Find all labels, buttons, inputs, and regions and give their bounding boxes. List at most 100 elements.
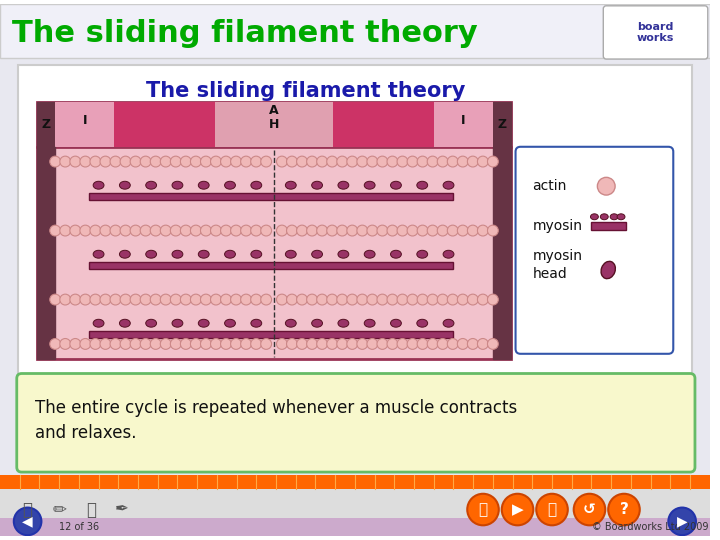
Circle shape (261, 339, 271, 349)
Circle shape (337, 294, 348, 305)
Circle shape (467, 294, 478, 305)
Circle shape (240, 156, 251, 167)
Circle shape (110, 294, 121, 305)
Text: The sliding filament theory: The sliding filament theory (12, 19, 477, 48)
Circle shape (487, 225, 498, 236)
FancyBboxPatch shape (17, 374, 695, 472)
Text: ?: ? (619, 502, 629, 517)
Circle shape (427, 225, 438, 236)
FancyBboxPatch shape (0, 518, 710, 536)
Circle shape (287, 294, 297, 305)
Circle shape (230, 156, 241, 167)
Circle shape (427, 156, 438, 167)
Circle shape (287, 225, 297, 236)
Ellipse shape (312, 181, 323, 189)
Circle shape (90, 156, 101, 167)
Circle shape (210, 294, 221, 305)
Circle shape (367, 225, 378, 236)
Ellipse shape (610, 214, 618, 220)
Circle shape (437, 339, 448, 349)
Circle shape (437, 156, 448, 167)
Circle shape (150, 225, 161, 236)
Circle shape (161, 339, 171, 349)
Circle shape (150, 339, 161, 349)
Circle shape (110, 156, 121, 167)
Circle shape (230, 339, 241, 349)
Text: 〜: 〜 (86, 501, 96, 518)
Ellipse shape (172, 319, 183, 327)
Circle shape (397, 339, 408, 349)
FancyBboxPatch shape (89, 193, 454, 199)
Circle shape (261, 225, 271, 236)
Circle shape (337, 225, 348, 236)
Circle shape (70, 156, 81, 167)
Circle shape (110, 225, 121, 236)
Circle shape (387, 339, 398, 349)
Circle shape (407, 156, 418, 167)
FancyBboxPatch shape (37, 103, 55, 147)
Ellipse shape (338, 250, 348, 258)
Circle shape (80, 294, 91, 305)
Circle shape (357, 339, 368, 349)
Circle shape (347, 294, 358, 305)
Ellipse shape (93, 181, 104, 189)
Ellipse shape (225, 181, 235, 189)
Circle shape (220, 294, 231, 305)
Ellipse shape (617, 214, 625, 220)
Circle shape (240, 225, 251, 236)
FancyBboxPatch shape (215, 103, 333, 147)
Circle shape (367, 294, 378, 305)
Circle shape (457, 294, 468, 305)
Circle shape (357, 156, 368, 167)
Text: Z: Z (498, 118, 506, 131)
Text: ⏮: ⏮ (479, 502, 487, 517)
Ellipse shape (417, 181, 428, 189)
Circle shape (487, 156, 498, 167)
Circle shape (387, 294, 398, 305)
Circle shape (150, 156, 161, 167)
Circle shape (447, 294, 458, 305)
Circle shape (210, 339, 221, 349)
Text: myosin: myosin (532, 219, 582, 233)
Circle shape (327, 339, 338, 349)
Circle shape (190, 294, 202, 305)
Circle shape (407, 339, 418, 349)
Circle shape (261, 294, 271, 305)
Circle shape (668, 508, 696, 535)
Circle shape (140, 294, 151, 305)
Circle shape (502, 494, 534, 525)
Circle shape (377, 294, 388, 305)
FancyBboxPatch shape (114, 103, 433, 147)
Circle shape (487, 294, 498, 305)
Ellipse shape (312, 250, 323, 258)
Circle shape (447, 339, 458, 349)
Circle shape (100, 225, 111, 236)
Ellipse shape (443, 250, 454, 258)
Circle shape (467, 225, 478, 236)
Circle shape (140, 156, 151, 167)
Ellipse shape (285, 250, 296, 258)
Circle shape (130, 294, 141, 305)
Circle shape (90, 339, 101, 349)
Circle shape (100, 339, 111, 349)
Ellipse shape (600, 214, 608, 220)
Circle shape (251, 294, 261, 305)
Circle shape (407, 294, 418, 305)
Circle shape (397, 225, 408, 236)
Text: ▶: ▶ (677, 515, 688, 528)
Ellipse shape (417, 319, 428, 327)
Circle shape (251, 339, 261, 349)
Circle shape (190, 156, 202, 167)
Ellipse shape (251, 181, 262, 189)
FancyBboxPatch shape (18, 65, 692, 430)
Ellipse shape (120, 181, 130, 189)
Circle shape (487, 339, 498, 349)
Ellipse shape (390, 181, 401, 189)
Circle shape (377, 156, 388, 167)
Circle shape (120, 294, 131, 305)
Circle shape (200, 225, 211, 236)
Ellipse shape (390, 319, 401, 327)
Ellipse shape (285, 319, 296, 327)
Ellipse shape (198, 319, 209, 327)
Circle shape (171, 294, 181, 305)
